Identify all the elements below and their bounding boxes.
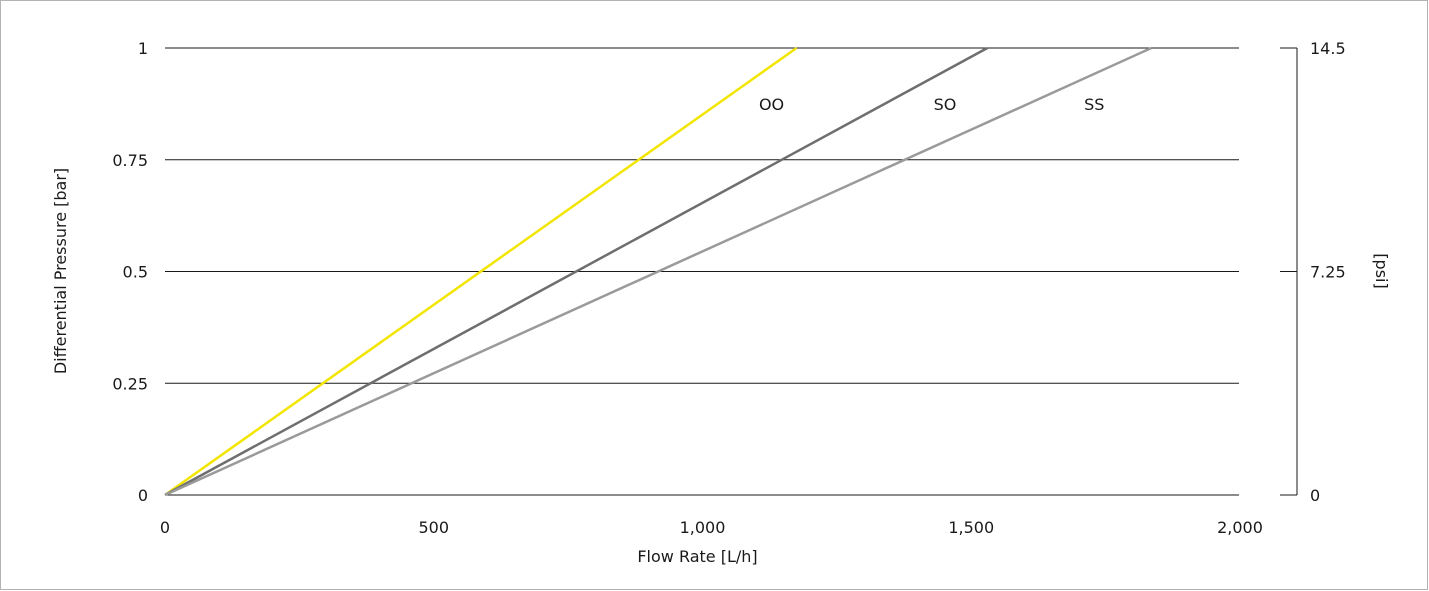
x-tick-label: 0 (160, 518, 170, 537)
series-line-ss (164, 46, 1152, 497)
x-tick-label: 2,000 (1217, 518, 1263, 537)
series-label-ss: SS (1084, 95, 1104, 114)
x-axis-ticks: 0 500 1,000 1,500 2,000 (160, 518, 1263, 537)
series-label-oo: OO (759, 95, 784, 114)
y-tick-label: 1 (138, 39, 148, 58)
secondary-y-tick-label: 14.5 (1310, 39, 1346, 58)
series-line-so (164, 46, 988, 497)
y-tick-label: 0.75 (112, 151, 148, 170)
series-label-so: SO (934, 95, 957, 114)
y-tick-label: 0.5 (123, 263, 148, 282)
x-tick-label: 500 (418, 518, 449, 537)
x-axis-title: Flow Rate [L/h] (637, 547, 757, 566)
secondary-y-tick-label: 7.25 (1310, 263, 1346, 282)
series-line-oo (164, 46, 798, 497)
secondary-y-tick-label: 0 (1310, 486, 1320, 505)
x-tick-label: 1,000 (680, 518, 726, 537)
series-labels: OO SO SS (759, 95, 1105, 114)
grid (165, 47, 1239, 496)
secondary-y-axis: 0 7.25 14.5 (1280, 39, 1346, 505)
y-tick-label: 0 (138, 486, 148, 505)
secondary-y-axis-title: [psi] (1372, 253, 1391, 288)
y-tick-label: 0.25 (112, 374, 148, 393)
y-axis-ticks: 0 0.25 0.5 0.75 1 (112, 39, 148, 505)
series-lines (164, 46, 1152, 497)
x-tick-label: 1,500 (948, 518, 994, 537)
y-axis-title: Differential Pressure [bar] (51, 168, 70, 374)
